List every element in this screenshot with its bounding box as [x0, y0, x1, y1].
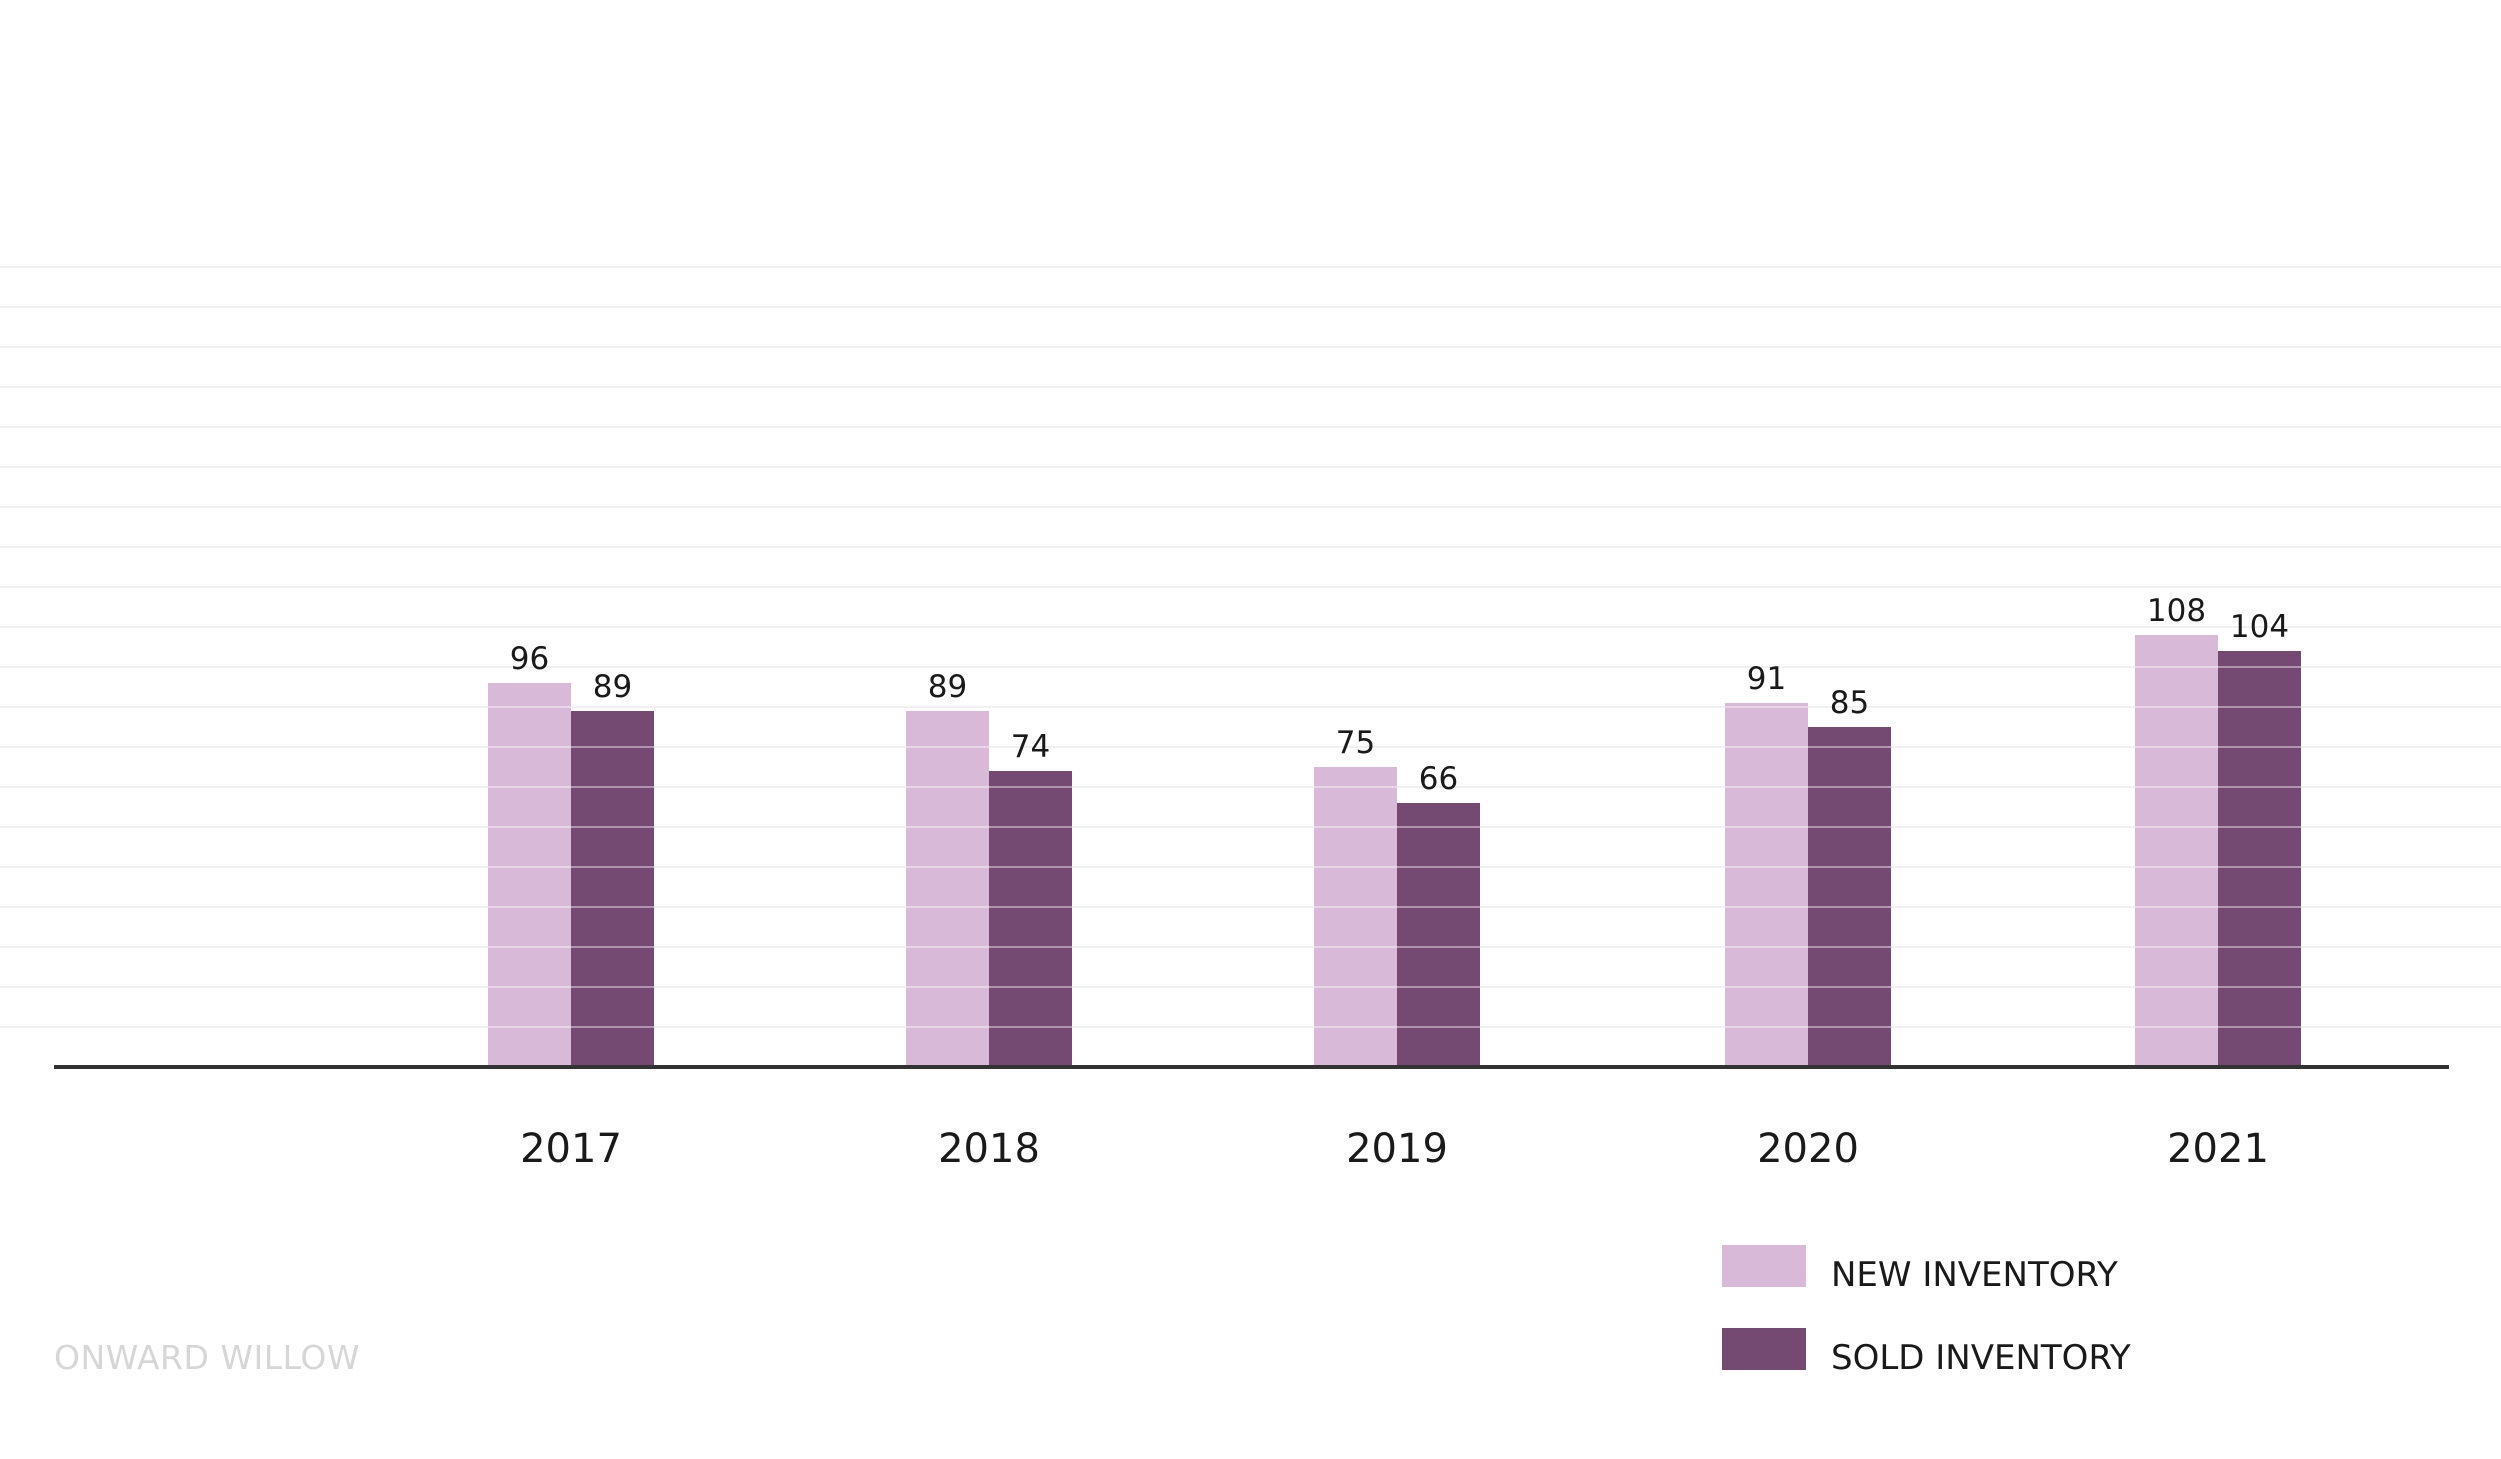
value-label-sold-inventory-2019: 66 — [1419, 761, 1458, 797]
bar-new-inventory-2019 — [1314, 767, 1397, 1067]
legend-swatch-sold-inventory — [1722, 1328, 1806, 1370]
bar-sold-inventory-2019 — [1397, 803, 1480, 1067]
bar-new-inventory-2018 — [906, 711, 989, 1067]
bar-sold-inventory-2020 — [1808, 727, 1891, 1067]
value-label-new-inventory-2019: 75 — [1336, 725, 1375, 761]
x-tick-labels: 2017 2018 2019 2020 2021 — [520, 1126, 2269, 1172]
bar-new-inventory-2017 — [488, 683, 571, 1067]
x-tick-label-2019: 2019 — [1346, 1126, 1448, 1172]
bar-sold-inventory-2017 — [571, 711, 654, 1067]
bars — [488, 635, 2301, 1067]
x-tick-label-2017: 2017 — [520, 1126, 622, 1172]
value-label-sold-inventory-2021: 104 — [2230, 609, 2289, 645]
bar-new-inventory-2021 — [2135, 635, 2218, 1067]
value-labels: 96 89 89 74 75 66 91 85 108 104 — [510, 593, 2289, 797]
legend-label-sold-inventory: SOLD INVENTORY — [1831, 1338, 2131, 1378]
x-tick-label-2020: 2020 — [1757, 1126, 1859, 1172]
x-tick-label-2021: 2021 — [2167, 1126, 2269, 1172]
gridlines — [0, 266, 2501, 1028]
value-label-new-inventory-2017: 96 — [510, 641, 549, 677]
legend-swatch-new-inventory — [1722, 1245, 1806, 1287]
bar-sold-inventory-2021 — [2218, 651, 2301, 1067]
value-label-sold-inventory-2017: 89 — [593, 669, 632, 705]
brand-watermark: ONWARD WILLOW — [54, 1338, 360, 1377]
legend: NEW INVENTORY SOLD INVENTORY — [1722, 1245, 2131, 1378]
x-tick-label-2018: 2018 — [938, 1126, 1040, 1172]
bar-sold-inventory-2018 — [989, 771, 1072, 1067]
value-label-new-inventory-2018: 89 — [928, 669, 967, 705]
bar-new-inventory-2020 — [1725, 703, 1808, 1067]
bar-gridline-overlay — [488, 666, 2301, 1028]
value-label-new-inventory-2020: 91 — [1747, 661, 1786, 697]
value-label-sold-inventory-2018: 74 — [1011, 729, 1050, 765]
legend-label-new-inventory: NEW INVENTORY — [1831, 1255, 2118, 1295]
value-label-new-inventory-2021: 108 — [2147, 593, 2206, 629]
value-label-sold-inventory-2020: 85 — [1830, 685, 1869, 721]
